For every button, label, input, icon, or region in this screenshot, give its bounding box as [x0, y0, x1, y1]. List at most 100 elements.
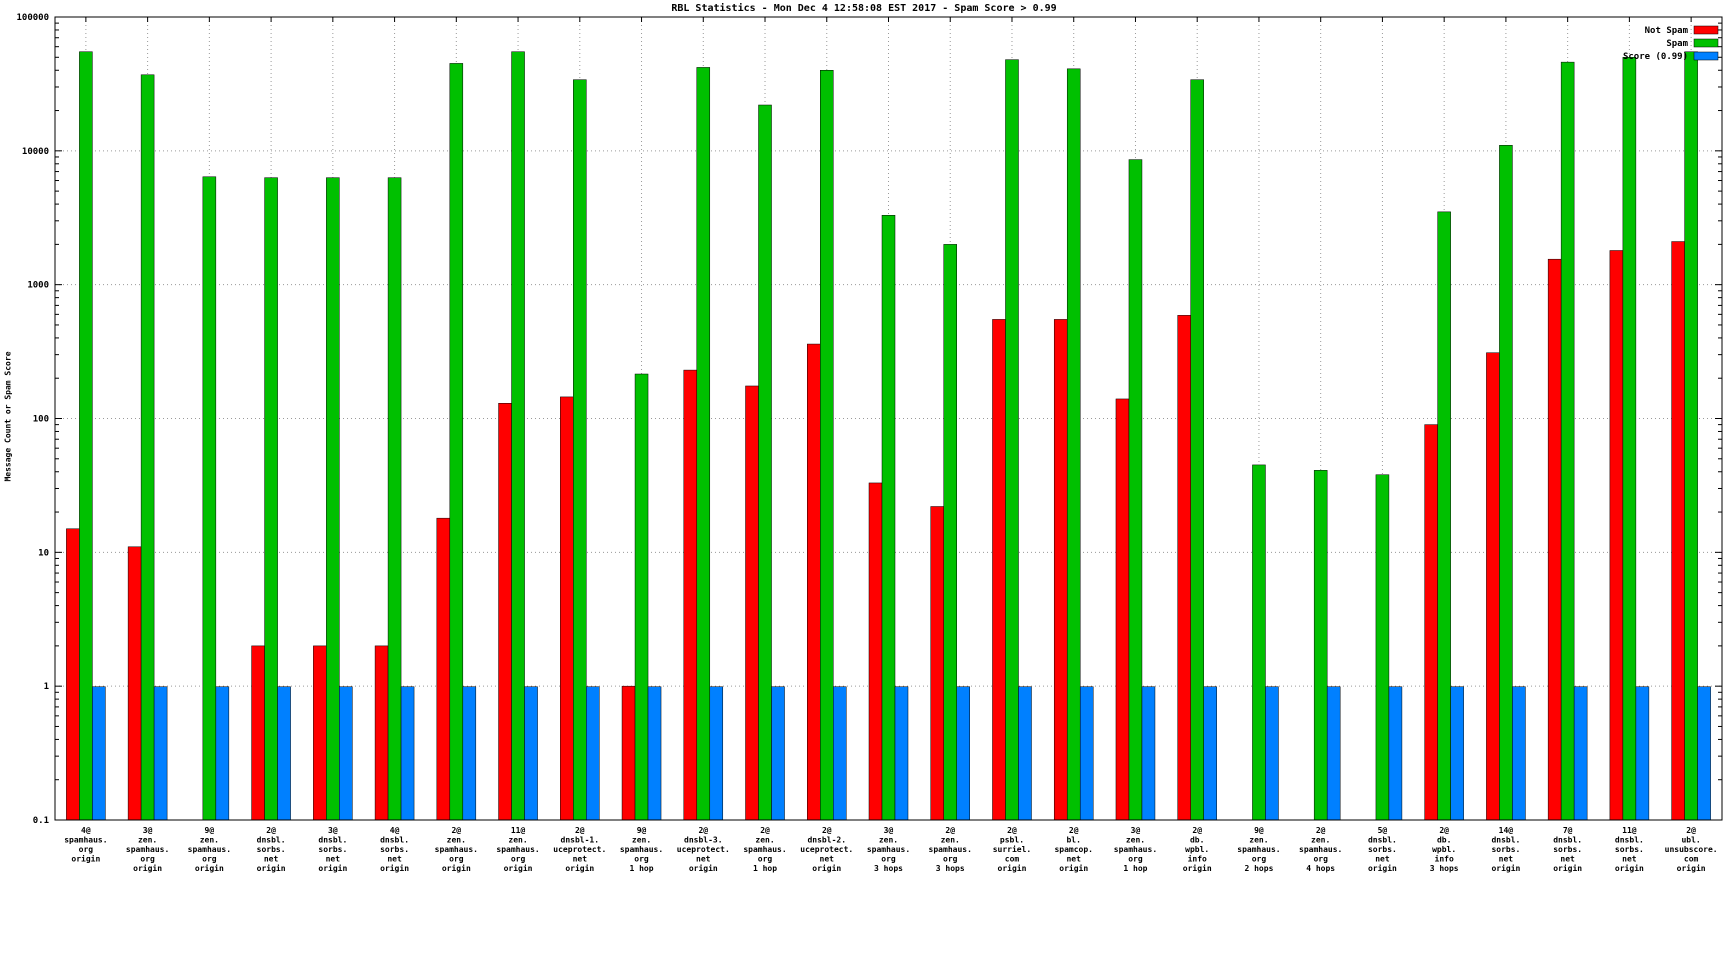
x-tick-label: 1 hop — [753, 864, 777, 873]
bar-score-0-99 — [1203, 686, 1217, 821]
bar-score-0-99 — [956, 686, 970, 821]
bar-not-spam — [251, 645, 265, 821]
x-tick-label: 3@ — [328, 826, 338, 835]
x-tick-label: origin — [504, 863, 533, 873]
x-tick-label: 3@ — [143, 826, 153, 835]
bar-spam — [696, 67, 711, 821]
y-tick-label: 100000 — [16, 13, 49, 23]
x-tick-label: net — [264, 855, 279, 864]
bar-spam — [1005, 59, 1019, 821]
bar-not-spam — [621, 685, 636, 821]
bar-score-0-99 — [1697, 686, 1711, 821]
bar-not-spam — [66, 528, 80, 821]
x-tick-label: 2@ — [266, 826, 276, 835]
x-tick-label: origin — [318, 863, 347, 873]
x-tick-label: dnsbl. — [318, 836, 347, 845]
x-tick-label: 2@ — [1069, 826, 1079, 835]
x-tick-label: 11@ — [511, 826, 526, 835]
x-tick-label: dnsbl. — [1615, 836, 1644, 845]
x-tick-label: 4@ — [81, 826, 91, 835]
x-tick-label: origin — [1615, 863, 1644, 873]
x-tick-label: net — [326, 855, 341, 864]
x-tick-label: sorbs. — [1615, 845, 1644, 854]
x-tick-label: org — [511, 855, 526, 864]
x-tick-label: zen. — [508, 836, 527, 845]
x-tick-label: sorbs. — [1368, 845, 1397, 854]
x-tick-label: zen. — [447, 836, 466, 845]
x-tick-label: net — [1622, 855, 1637, 864]
x-tick-label: sorbs. — [1491, 845, 1520, 854]
x-tick-label: origin — [380, 863, 409, 873]
x-tick-label: org — [758, 855, 773, 864]
bar-spam — [202, 176, 217, 821]
x-tick-label: 3@ — [1131, 826, 1141, 835]
x-tick-label: sorbs. — [1553, 845, 1582, 854]
x-tick-label: org — [1252, 855, 1267, 864]
x-tick-label: 1 hop — [1123, 864, 1147, 873]
x-tick-label: origin — [133, 863, 162, 873]
bar-spam — [1190, 79, 1204, 821]
bar-spam — [881, 215, 896, 821]
x-tick-label: net — [820, 855, 835, 864]
bar-spam — [264, 177, 278, 821]
bar-not-spam — [1424, 424, 1438, 821]
legend-label-score-0-99: Score (0.99) — [1623, 52, 1688, 62]
x-tick-label: uceprotect. — [677, 845, 730, 854]
x-tick-label: org — [140, 855, 155, 864]
bar-score-0-99 — [1635, 686, 1650, 821]
x-tick-label: org — [881, 855, 896, 864]
legend-label-spam: Spam — [1666, 39, 1688, 49]
chart-title: RBL Statistics - Mon Dec 4 12:58:08 EST … — [671, 3, 1057, 14]
bar-not-spam — [1115, 398, 1130, 821]
x-tick-label: dnsbl. — [1491, 836, 1520, 845]
x-tick-label: 2@ — [1192, 826, 1202, 835]
bar-score-0-99 — [586, 686, 600, 821]
bar-spam — [820, 70, 834, 821]
bar-not-spam — [1177, 315, 1191, 821]
bar-spam — [1499, 145, 1513, 821]
legend-swatch-not-spam — [1693, 25, 1719, 35]
x-tick-label: org — [1128, 855, 1143, 864]
x-tick-label: wpbl. — [1432, 845, 1456, 854]
x-tick-label: com — [1684, 855, 1699, 864]
bar-not-spam — [1609, 250, 1624, 821]
x-tick-label: origin — [689, 863, 718, 873]
x-tick-label: origin — [1491, 863, 1520, 873]
x-tick-label: zen. — [200, 836, 219, 845]
x-tick-label: spamhaus. — [188, 845, 231, 854]
bar-not-spam — [930, 506, 944, 821]
x-tick-label: spamhaus. — [126, 845, 169, 854]
bar-spam — [1313, 470, 1328, 821]
x-tick-label: spamhaus. — [496, 845, 539, 854]
legend-swatch-score-0-99 — [1693, 51, 1719, 61]
x-tick-label: org — [634, 855, 649, 864]
bar-not-spam — [1671, 241, 1685, 821]
x-tick-label: psbl. — [1000, 836, 1024, 845]
x-tick-label: zen. — [941, 836, 960, 845]
x-tick-label: origin — [1368, 863, 1397, 873]
x-tick-label: zen. — [632, 836, 651, 845]
x-tick-label: org — [1313, 855, 1328, 864]
x-tick-label: dnsbl. — [380, 836, 409, 845]
bar-not-spam — [992, 319, 1006, 821]
bar-not-spam — [1486, 352, 1500, 821]
bar-not-spam — [1053, 319, 1068, 821]
x-tick-label: zen. — [138, 836, 157, 845]
bar-score-0-99 — [647, 686, 662, 821]
x-tick-label: dnsbl-3. — [684, 836, 723, 845]
x-tick-label: 2@ — [1316, 826, 1326, 835]
x-tick-label: spamhaus. — [64, 836, 107, 845]
x-tick-label: sorbs. — [380, 845, 409, 854]
bar-spam — [758, 104, 772, 821]
y-tick-label: 1 — [44, 682, 49, 692]
x-tick-label: spamhaus. — [743, 845, 786, 854]
x-tick-label: org — [202, 855, 217, 864]
bar-score-0-99 — [1141, 686, 1156, 821]
bar-score-0-99 — [1265, 686, 1279, 821]
x-tick-label: 2 hops — [1244, 864, 1273, 873]
legend-label-not-spam: Not Spam — [1645, 26, 1689, 36]
x-tick-label: info — [1188, 854, 1207, 864]
x-tick-label: wpbl. — [1185, 845, 1209, 854]
bar-spam — [943, 244, 957, 821]
